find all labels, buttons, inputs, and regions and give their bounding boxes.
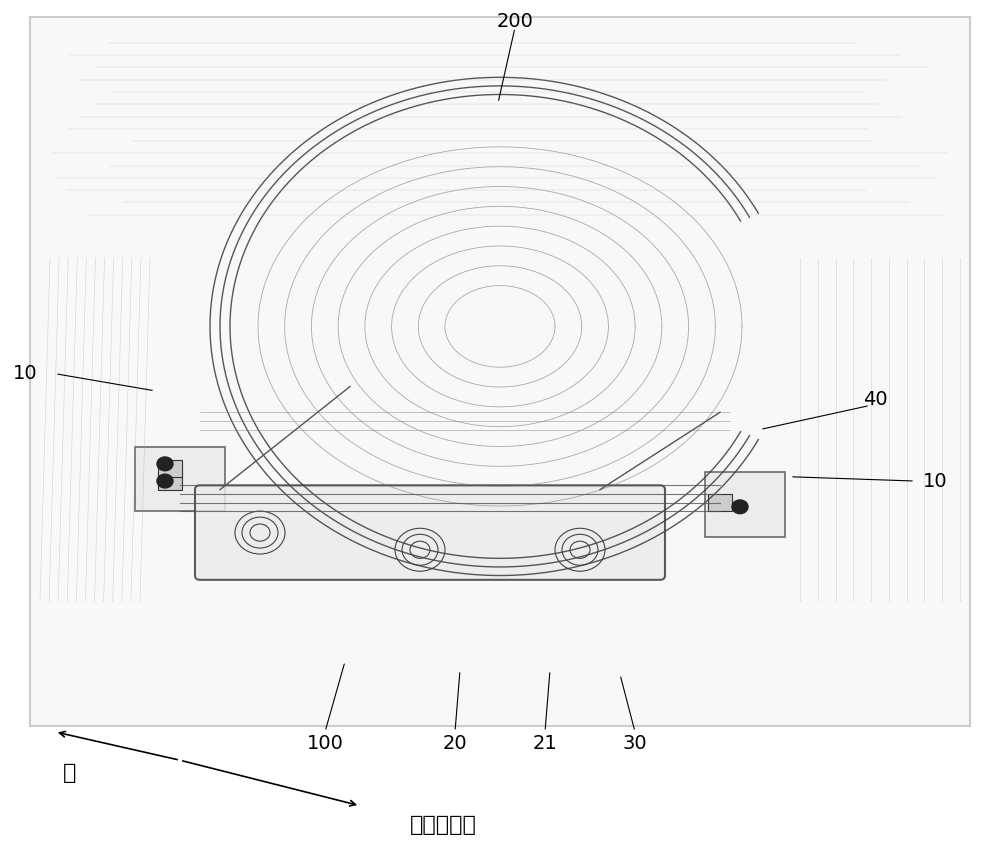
Text: 30: 30: [623, 734, 647, 752]
Circle shape: [732, 500, 748, 514]
FancyBboxPatch shape: [158, 460, 182, 477]
Text: 200: 200: [497, 12, 533, 31]
Text: 21: 21: [533, 734, 557, 752]
FancyBboxPatch shape: [708, 494, 732, 511]
FancyBboxPatch shape: [158, 472, 182, 490]
Text: 20: 20: [443, 734, 467, 752]
FancyBboxPatch shape: [705, 472, 785, 537]
FancyBboxPatch shape: [135, 447, 225, 511]
Circle shape: [157, 457, 173, 471]
Text: 前: 前: [63, 763, 77, 783]
FancyBboxPatch shape: [30, 17, 970, 726]
Text: 10: 10: [13, 364, 37, 383]
Text: 40: 40: [863, 390, 887, 409]
FancyBboxPatch shape: [195, 485, 665, 580]
Text: 后（纵向）: 后（纵向）: [410, 814, 477, 835]
Text: 100: 100: [307, 734, 343, 752]
Text: 10: 10: [923, 472, 947, 490]
Circle shape: [157, 474, 173, 488]
